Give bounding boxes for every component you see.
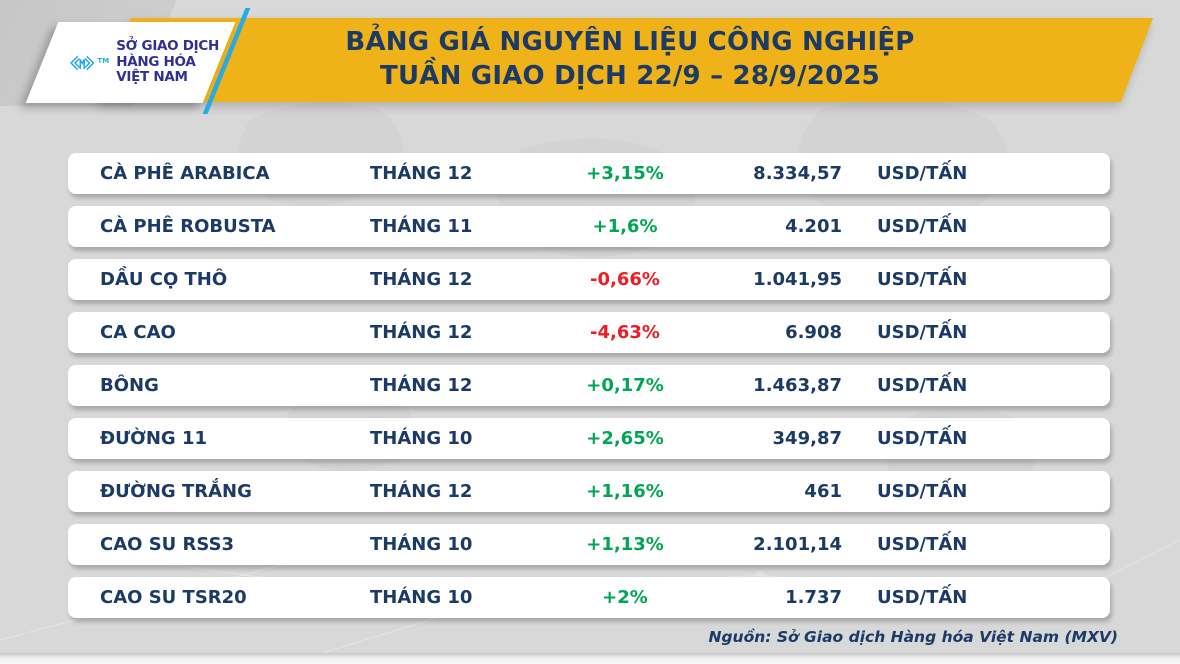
contract-month: THÁNG 12: [370, 269, 473, 290]
contract-month: THÁNG 10: [370, 428, 473, 449]
commodity-name: CA CAO: [100, 322, 176, 343]
price-unit: USD/TẤN: [877, 216, 968, 237]
price-value: 6.908: [785, 322, 842, 343]
trademark-mark: TM: [97, 56, 110, 65]
commodity-name: BÔNG: [100, 375, 159, 396]
change-percent: -4,63%: [590, 322, 660, 343]
contract-month: THÁNG 10: [370, 587, 473, 608]
price-unit: USD/TẤN: [877, 587, 968, 608]
price-unit: USD/TẤN: [877, 534, 968, 555]
commodity-name: ĐƯỜNG 11: [100, 428, 207, 449]
table-row: ĐƯỜNG TRẮNG THÁNG 12 +1,16% 461 USD/TẤN: [68, 471, 1110, 512]
price-value: 349,87: [772, 428, 842, 449]
change-percent: -0,66%: [590, 269, 660, 290]
price-value: 1.737: [785, 587, 842, 608]
contract-month: THÁNG 12: [370, 375, 473, 396]
mxv-logo-plate: TM SỞ GIAO DỊCH HÀNG HÓA VIỆT NAM: [25, 22, 236, 103]
mxv-logo-icon: [69, 55, 95, 70]
change-percent: +1,6%: [592, 216, 658, 237]
price-unit: USD/TẤN: [877, 428, 968, 449]
price-value: 461: [804, 481, 842, 502]
commodity-name: CAO SU TSR20: [100, 587, 247, 608]
title-line-1: BẢNG GIÁ NGUYÊN LIỆU CÔNG NGHIỆP: [345, 27, 915, 57]
price-table: CÀ PHÊ ARABICA THÁNG 12 +3,15% 8.334,57 …: [68, 153, 1110, 618]
price-unit: USD/TẤN: [877, 269, 968, 290]
change-percent: +1,13%: [586, 534, 664, 555]
commodity-name: CÀ PHÊ ARABICA: [100, 163, 270, 184]
price-value: 1.463,87: [753, 375, 842, 396]
table-row: CAO SU RSS3 THÁNG 10 +1,13% 2.101,14 USD…: [68, 524, 1110, 565]
bottom-strip: [0, 653, 1180, 664]
price-unit: USD/TẤN: [877, 481, 968, 502]
change-percent: +0,17%: [586, 375, 664, 396]
price-unit: USD/TẤN: [877, 163, 968, 184]
price-value: 2.101,14: [753, 534, 842, 555]
price-value: 1.041,95: [753, 269, 842, 290]
contract-month: THÁNG 12: [370, 322, 473, 343]
contract-month: THÁNG 12: [370, 481, 473, 502]
commodity-name: ĐƯỜNG TRẮNG: [100, 481, 252, 502]
price-value: 4.201: [785, 216, 842, 237]
source-credit: Nguồn: Sở Giao dịch Hàng hóa Việt Nam (M…: [708, 628, 1118, 646]
change-percent: +3,15%: [586, 163, 664, 184]
change-percent: +1,16%: [586, 481, 664, 502]
table-row: CÀ PHÊ ARABICA THÁNG 12 +3,15% 8.334,57 …: [68, 153, 1110, 194]
price-unit: USD/TẤN: [877, 322, 968, 343]
price-unit: USD/TẤN: [877, 375, 968, 396]
table-row: DẦU CỌ THÔ THÁNG 12 -0,66% 1.041,95 USD/…: [68, 259, 1110, 300]
table-row: CA CAO THÁNG 12 -4,63% 6.908 USD/TẤN: [68, 312, 1110, 353]
change-percent: +2%: [602, 587, 648, 608]
commodity-name: DẦU CỌ THÔ: [100, 269, 228, 290]
table-row: ĐƯỜNG 11 THÁNG 10 +2,65% 349,87 USD/TẤN: [68, 418, 1110, 459]
contract-month: THÁNG 11: [370, 216, 473, 237]
price-value: 8.334,57: [753, 163, 842, 184]
page-title: BẢNG GIÁ NGUYÊN LIỆU CÔNG NGHIỆP TUẦN GI…: [190, 25, 1070, 93]
contract-month: THÁNG 12: [370, 163, 473, 184]
title-line-2: TUẦN GIAO DỊCH 22/9 – 28/9/2025: [380, 61, 880, 91]
contract-month: THÁNG 10: [370, 534, 473, 555]
table-row: CÀ PHÊ ROBUSTA THÁNG 11 +1,6% 4.201 USD/…: [68, 206, 1110, 247]
commodity-name: CAO SU RSS3: [100, 534, 235, 555]
commodity-name: CÀ PHÊ ROBUSTA: [100, 216, 276, 237]
table-row: CAO SU TSR20 THÁNG 10 +2% 1.737 USD/TẤN: [68, 577, 1110, 618]
table-row: BÔNG THÁNG 12 +0,17% 1.463,87 USD/TẤN: [68, 365, 1110, 406]
change-percent: +2,65%: [586, 428, 664, 449]
